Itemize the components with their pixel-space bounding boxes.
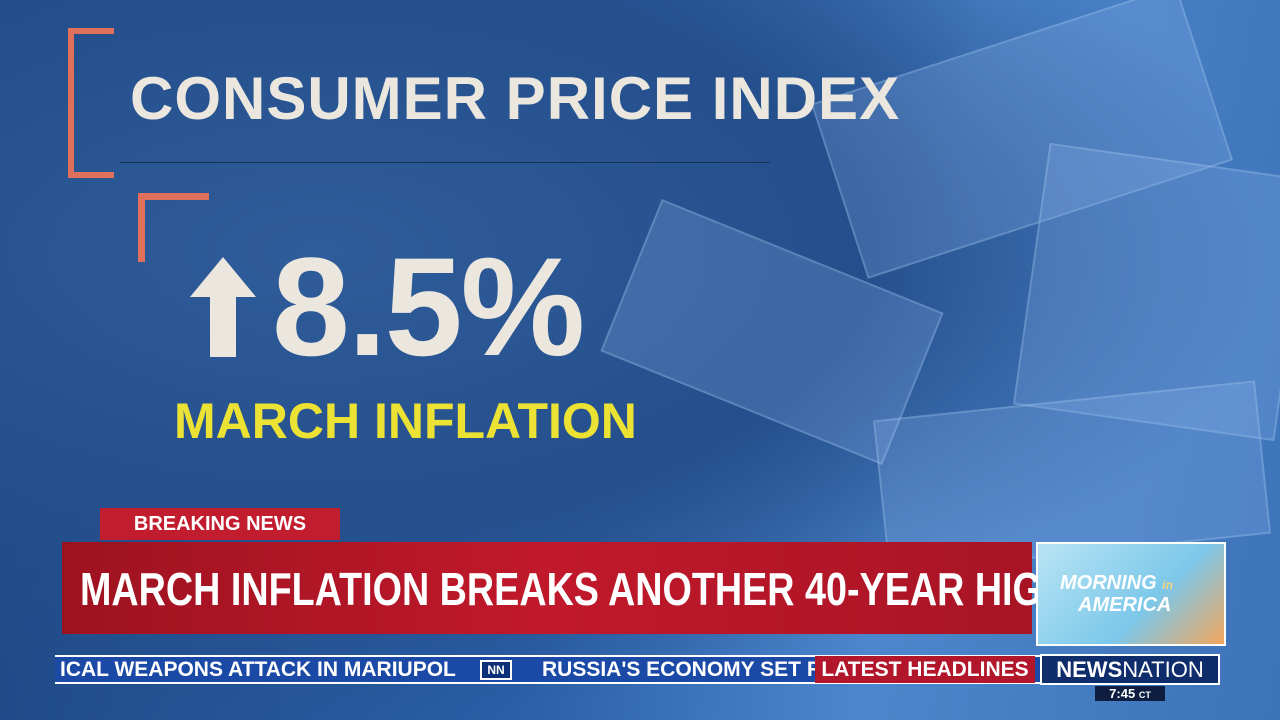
figure: 8.5% (272, 228, 585, 385)
graphic-title: CONSUMER PRICE INDEX (130, 65, 901, 132)
network-text: NEWS (1056, 657, 1123, 682)
logo-text: MORNING (1060, 572, 1157, 594)
breaking-tag: BREAKING NEWS (100, 508, 340, 540)
network-text: NATION (1122, 657, 1204, 682)
logo-text: AMERICA (1078, 594, 1172, 616)
time-zone: CT (1138, 690, 1151, 700)
ticker-separator: NN (480, 660, 512, 680)
headline-banner (62, 542, 1032, 634)
bracket (68, 28, 114, 178)
divider (120, 162, 770, 163)
network-logo: NEWSNATION (1040, 654, 1220, 685)
headline: MARCH INFLATION BREAKS ANOTHER 40-YEAR H… (80, 563, 1070, 615)
corner-bracket (138, 193, 209, 262)
up-arrow (190, 257, 256, 357)
ticker-section: LATEST HEADLINES (815, 656, 1035, 683)
logo-text: in (1162, 578, 1173, 592)
ticker-item: RUSSIA'S ECONOMY SET F (542, 658, 820, 681)
show-logo: MORNING in AMERICA (1036, 542, 1226, 646)
caption: MARCH INFLATION (174, 393, 637, 449)
ticker-item: ICAL WEAPONS ATTACK IN MARIUPOL (60, 658, 456, 681)
clock: 7:45 CT (1095, 686, 1165, 701)
time: 7:45 (1109, 686, 1136, 701)
